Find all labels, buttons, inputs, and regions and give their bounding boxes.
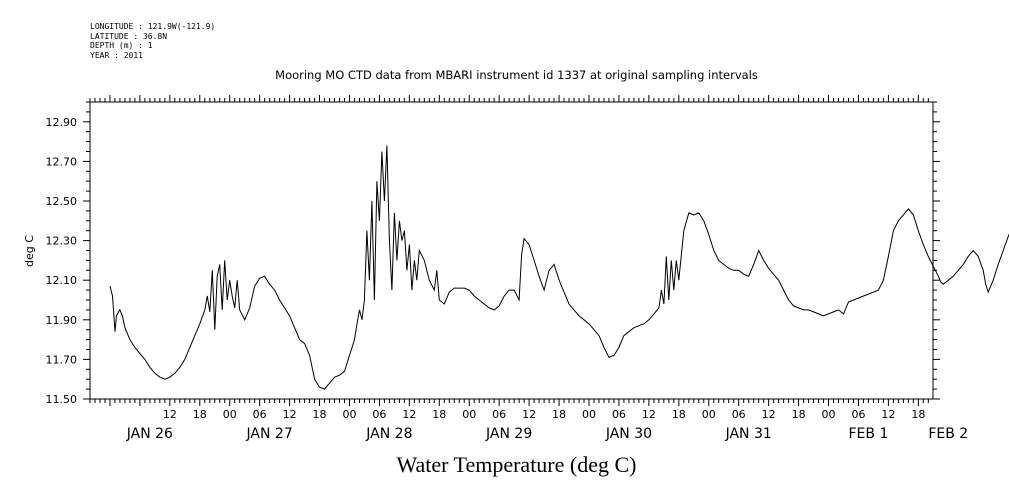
x-hour-label: 06 (732, 408, 746, 421)
x-day-label: FEB 2 (928, 426, 968, 442)
x-hour-label: 12 (642, 408, 656, 421)
x-hour-label: 12 (163, 408, 177, 421)
latitude-label: LATITUDE : 36.8N (90, 31, 168, 41)
y-tick-label: 12.30 (46, 235, 78, 248)
x-hour-label: 18 (313, 408, 327, 421)
x-hour-label: 12 (283, 408, 297, 421)
y-tick-label: 11.50 (46, 393, 78, 406)
x-hour-label: 00 (702, 408, 716, 421)
x-hour-label: 18 (672, 408, 686, 421)
x-day-label: JAN 28 (365, 426, 412, 442)
x-hour-label: 06 (851, 408, 865, 421)
x-hour-label: 12 (522, 408, 536, 421)
x-day-label: JAN 27 (246, 426, 293, 442)
series-group (109, 145, 1009, 390)
x-hour-label: 18 (792, 408, 806, 421)
y-tick-label: 11.90 (46, 314, 78, 327)
y-tick-label: 12.90 (46, 116, 78, 129)
x-day-label: JAN 26 (126, 426, 173, 442)
axis-ticks (83, 95, 940, 406)
x-hour-label: 06 (492, 408, 506, 421)
year-label: YEAR : 2011 (90, 50, 143, 60)
x-day-label: JAN 30 (605, 426, 652, 442)
y-tick-label: 12.70 (46, 155, 78, 168)
metadata-block: LONGITUDE : 121.9W(-121.9) LATITUDE : 36… (90, 22, 215, 60)
x-hour-label: 18 (432, 408, 446, 421)
x-hour-label: 06 (372, 408, 386, 421)
x-hour-label: 00 (462, 408, 476, 421)
x-hour-label: 06 (253, 408, 267, 421)
y-tick-label: 12.10 (46, 274, 78, 287)
y-tick-label: 12.50 (46, 195, 78, 208)
x-day-label: FEB 1 (849, 426, 889, 442)
x-axis-title: Water Temperature (deg C) (396, 452, 637, 477)
y-tick-label: 11.70 (46, 353, 78, 366)
x-hour-label: 12 (881, 408, 895, 421)
tick-labels: 11.50 11.70 11.90 12.10 12.30 12.50 12.70 12.90… (46, 116, 969, 442)
x-hour-label: 12 (402, 408, 416, 421)
x-hour-label: 00 (342, 408, 356, 421)
depth-label: DEPTH (m) : 1 (90, 41, 153, 50)
x-hour-label: 00 (582, 408, 596, 421)
series-line (109, 145, 1009, 390)
longitude-label: LONGITUDE : 121.9W(-121.9) (90, 22, 216, 31)
x-day-label: JAN 31 (725, 426, 772, 442)
x-hour-label: 18 (193, 408, 207, 421)
chart-title: Mooring MO CTD data from MBARI instrumen… (275, 68, 758, 82)
x-hour-label: 00 (223, 408, 237, 421)
x-hour-label: 18 (911, 408, 925, 421)
plot-frame (89, 101, 934, 400)
y-axis-label: deg C (23, 235, 36, 267)
x-hour-label: 12 (762, 408, 776, 421)
plot-border (89, 101, 934, 400)
x-hour-label: 06 (612, 408, 626, 421)
x-hour-label: 18 (552, 408, 566, 421)
x-hour-label: 00 (822, 408, 836, 421)
x-day-label: JAN 29 (485, 426, 532, 442)
